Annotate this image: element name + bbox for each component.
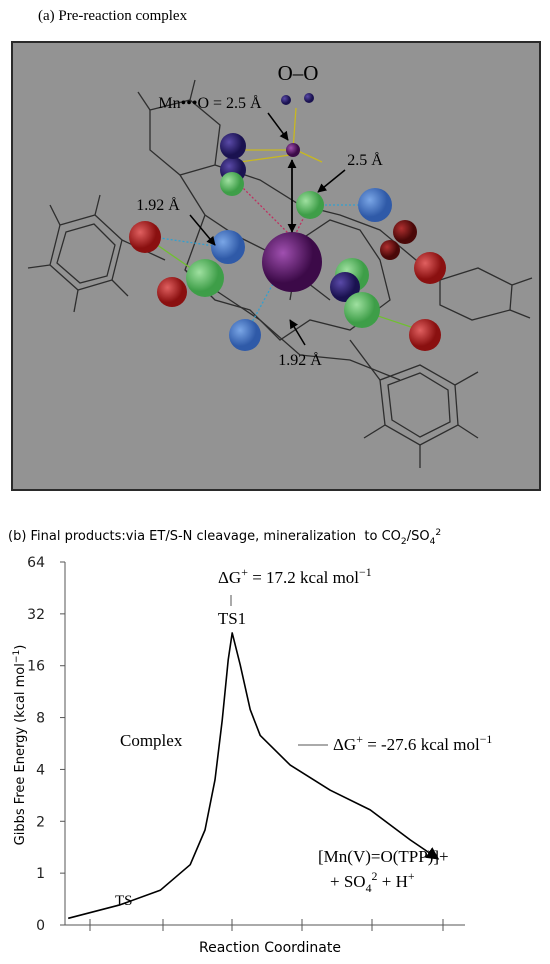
text-run: = -27.6 — [363, 735, 421, 754]
text-run: ΔG — [333, 735, 356, 754]
energy-curve — [67, 632, 440, 920]
annotation: [Mn(V)=O(TPP)]+ — [318, 847, 449, 866]
text-run: + — [241, 565, 248, 579]
annotation: Complex — [120, 731, 183, 750]
text-run: = 17.2 kcal mol — [248, 568, 359, 587]
text-run: ) — [13, 645, 28, 650]
text-run: −1 — [12, 650, 22, 663]
chart-title: (b) Final products:via ET/S-N cleavage, … — [8, 528, 441, 547]
text-run: + SO — [330, 872, 366, 891]
text-run: Gibbs Free Energy (kcal mol — [13, 663, 28, 845]
distance-label: 2.5 Å — [347, 151, 383, 169]
y-tick-label: 4 — [36, 762, 45, 778]
annotation: TS1 — [218, 609, 246, 628]
y-tick-label: 64 — [27, 555, 45, 571]
distance-label: Mn•••O = 2.5 Å — [158, 94, 262, 112]
annotation: ΔG+ = -27.6 kcal mol−1 — [333, 732, 492, 754]
text-run: 4 — [366, 881, 372, 895]
annotation-arrows — [189, 112, 346, 346]
annotation: + SO42 + H+ — [330, 869, 415, 895]
text-run: ΔG — [218, 568, 241, 587]
y-tick-label: 32 — [27, 607, 45, 623]
text-run: 2 — [435, 528, 441, 538]
text-run: kcal mol — [421, 735, 480, 754]
atoms — [129, 93, 446, 351]
text-run: /SO — [407, 529, 430, 544]
text-run: 2 — [401, 537, 407, 547]
y-tick-label: 0 — [36, 918, 45, 934]
distance-label: 1.92 Å — [136, 196, 180, 214]
y-tick-label: 2 — [36, 814, 45, 830]
text-run: + — [356, 732, 363, 746]
text-run: + H — [377, 872, 407, 891]
panel-a-title: (a) Pre-reaction complex — [38, 8, 188, 24]
text-run: Complex — [120, 731, 183, 750]
text-run: −1 — [359, 565, 372, 579]
text-run: (b) Final products:via ET/S-N cleavage, … — [8, 529, 401, 544]
y-tick-label: 8 — [36, 711, 45, 727]
y-tick-label: 1 — [36, 866, 45, 882]
axes — [64, 562, 465, 931]
x-axis-label: Reaction Coordinate — [199, 940, 341, 956]
y-tick-label: 16 — [27, 659, 45, 675]
text-run: 2 — [372, 869, 378, 883]
text-run: TS1 — [218, 609, 246, 628]
annotation: ΔG+ = 17.2 kcal mol−1 — [218, 565, 372, 587]
text-run: + — [408, 869, 415, 883]
y-axis-label: Gibbs Free Energy (kcal mol−1) — [12, 645, 28, 846]
text-run: −1 — [480, 732, 493, 746]
text-run: 4 — [430, 537, 436, 547]
text-run: [Mn(V)=O(TPP)]+ — [318, 847, 449, 866]
distance-label: 1.92 Å — [278, 351, 322, 369]
bond-label: O–O — [278, 61, 319, 85]
